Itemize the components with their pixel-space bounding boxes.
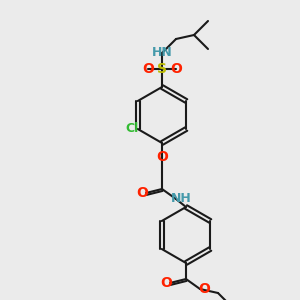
Text: Cl: Cl: [125, 122, 138, 136]
Text: O: O: [160, 276, 172, 290]
Text: O: O: [156, 150, 168, 164]
Text: O: O: [170, 62, 182, 76]
Text: O: O: [142, 62, 154, 76]
Text: O: O: [136, 186, 148, 200]
Text: NH: NH: [171, 193, 191, 206]
Text: S: S: [157, 62, 167, 76]
Text: HN: HN: [152, 46, 172, 59]
Text: O: O: [198, 282, 210, 296]
